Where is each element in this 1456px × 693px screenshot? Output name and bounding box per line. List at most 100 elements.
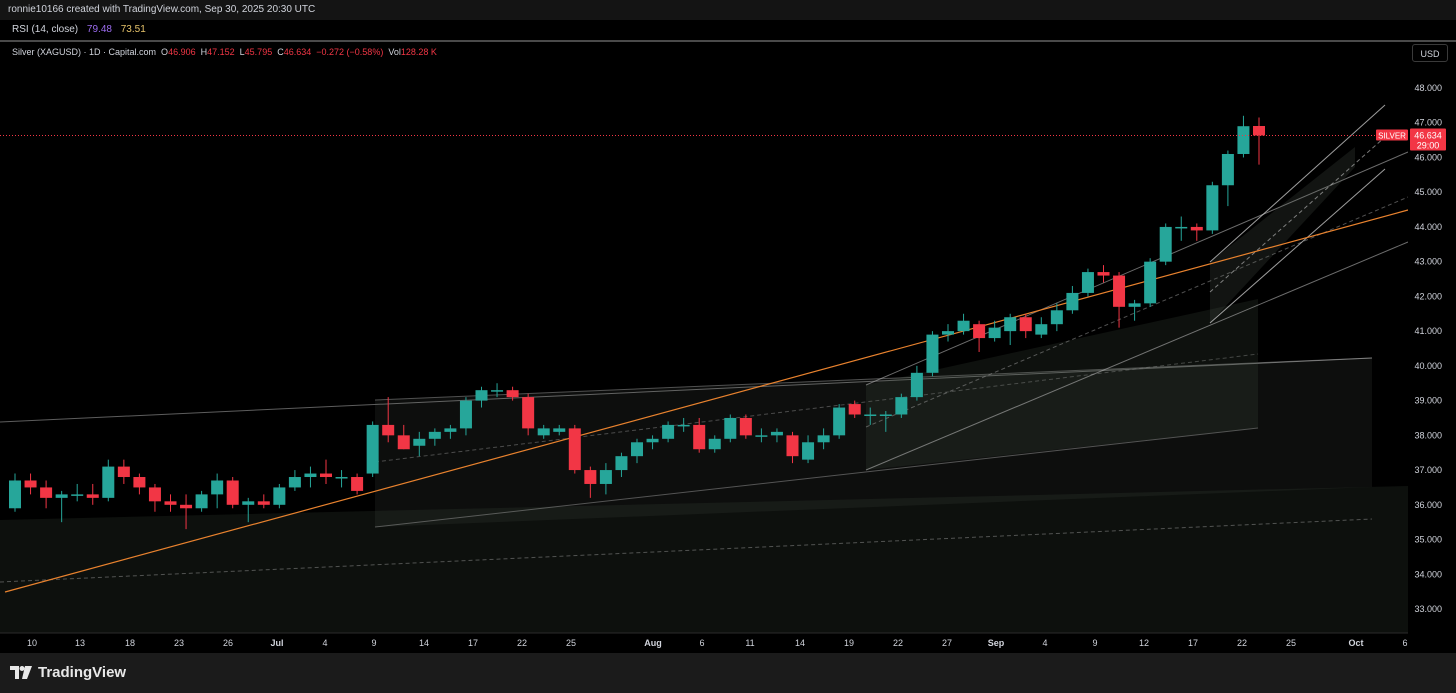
candle-body [537,428,550,436]
candle [662,421,675,443]
candle-body [211,480,224,495]
candle-layer [9,115,1265,530]
drawing-layer [0,104,1409,633]
candle-body [568,428,581,471]
currency-button[interactable]: USD [1412,44,1448,62]
symbol-name: Silver (XAGUSD) · 1D · Capital.com [12,47,157,57]
channel-line [374,357,1373,401]
candle [926,331,939,377]
tradingview-logo[interactable]: TradingView [10,664,126,681]
channel-midline [0,518,1373,583]
candle [833,404,846,439]
candle [693,417,706,453]
candle-body [1050,310,1063,325]
candle [86,483,99,505]
rsi-indicator-row[interactable]: RSI (14, close) 79.48 73.51 [0,20,1456,40]
x-tick-label: 9 [371,638,376,648]
candle [1081,268,1094,297]
candle [708,435,721,453]
candle [910,365,923,401]
candle-body [288,477,301,488]
candle [24,473,37,495]
y-tick-label: 39.000 [1414,396,1442,406]
symbol-legend[interactable]: Silver (XAGUSD) · 1D · Capital.com O46.9… [12,46,437,58]
y-tick-label: 45.000 [1414,187,1442,197]
candle [1253,117,1265,165]
candle [148,483,161,512]
x-tick-label: 17 [1188,638,1198,648]
candle-body [180,504,193,509]
candle-body [24,480,37,488]
candle-body [413,438,426,446]
close-value: 46.634 [283,47,312,57]
footer-bar: TradingView [0,653,1456,693]
candle [459,397,472,436]
candle-body [164,501,177,505]
candle [988,320,1001,342]
candle-body [257,501,270,505]
candle-body [988,327,1001,339]
candle-body [1221,153,1234,186]
candle-body [1081,272,1094,293]
y-tick-label: 48.000 [1414,83,1442,93]
price-tag-countdown: 29:00 [1417,140,1440,150]
axis-layer: 48.000 47.000 46.000 45.000 44.000 43.000 42.0… [0,42,1456,653]
candle [599,463,612,495]
candle [180,494,193,530]
time-axis [0,633,1456,653]
candle-body [864,414,877,416]
candle [1175,216,1188,241]
candle [1221,150,1234,207]
candle-body [522,397,535,429]
candle-body [879,414,892,416]
candle [55,490,68,523]
candle-body [802,442,815,460]
candle-body [1159,226,1172,262]
candle [553,424,566,436]
open-value: 46.906 [168,47,196,57]
x-tick-label: 13 [75,638,85,648]
y-tick-label: 47.000 [1414,118,1442,128]
candle [1237,115,1250,158]
channel-line [1209,104,1386,263]
x-tick-label: 6 [699,638,704,648]
candle [1206,181,1219,234]
candle-body [708,438,721,450]
candle [755,428,768,443]
candle [677,417,690,432]
candle-body [102,466,115,498]
candle [522,393,535,436]
y-tick-label: 38.000 [1414,430,1442,440]
candle-body [1113,275,1126,307]
y-tick-label: 36.000 [1414,500,1442,510]
candle [428,428,441,446]
candle [1097,265,1110,283]
rsi-label: RSI (14, close) [12,24,79,35]
price-chart[interactable]: 48.000 47.000 46.000 45.000 44.000 43.000 42.0… [0,42,1456,653]
channel-midline [865,196,1409,428]
open-label: O [161,47,169,57]
candle-body [1237,126,1250,154]
candle-body [1144,261,1157,304]
candle [1190,223,1203,241]
candle [506,386,519,401]
candle-body [382,424,395,436]
channel-fill [0,486,1408,633]
candle-body [491,390,504,392]
candle [444,424,457,439]
candle [770,428,783,443]
candle-body [1206,185,1219,231]
candle-body [40,487,53,498]
candle-body [926,334,939,373]
x-tick-label: Jul [270,638,283,648]
channel-midline [374,353,1259,463]
y-tick-label: 44.000 [1414,222,1442,232]
candle-body [71,494,84,496]
high-value: 47.152 [207,47,235,57]
pane-separator[interactable] [0,40,1456,42]
y-tick-label: 41.000 [1414,326,1442,336]
volume-value: 128.28 K [400,47,437,57]
close-label: C [277,47,284,57]
candle [1128,299,1141,321]
x-tick-label: 11 [745,638,754,648]
